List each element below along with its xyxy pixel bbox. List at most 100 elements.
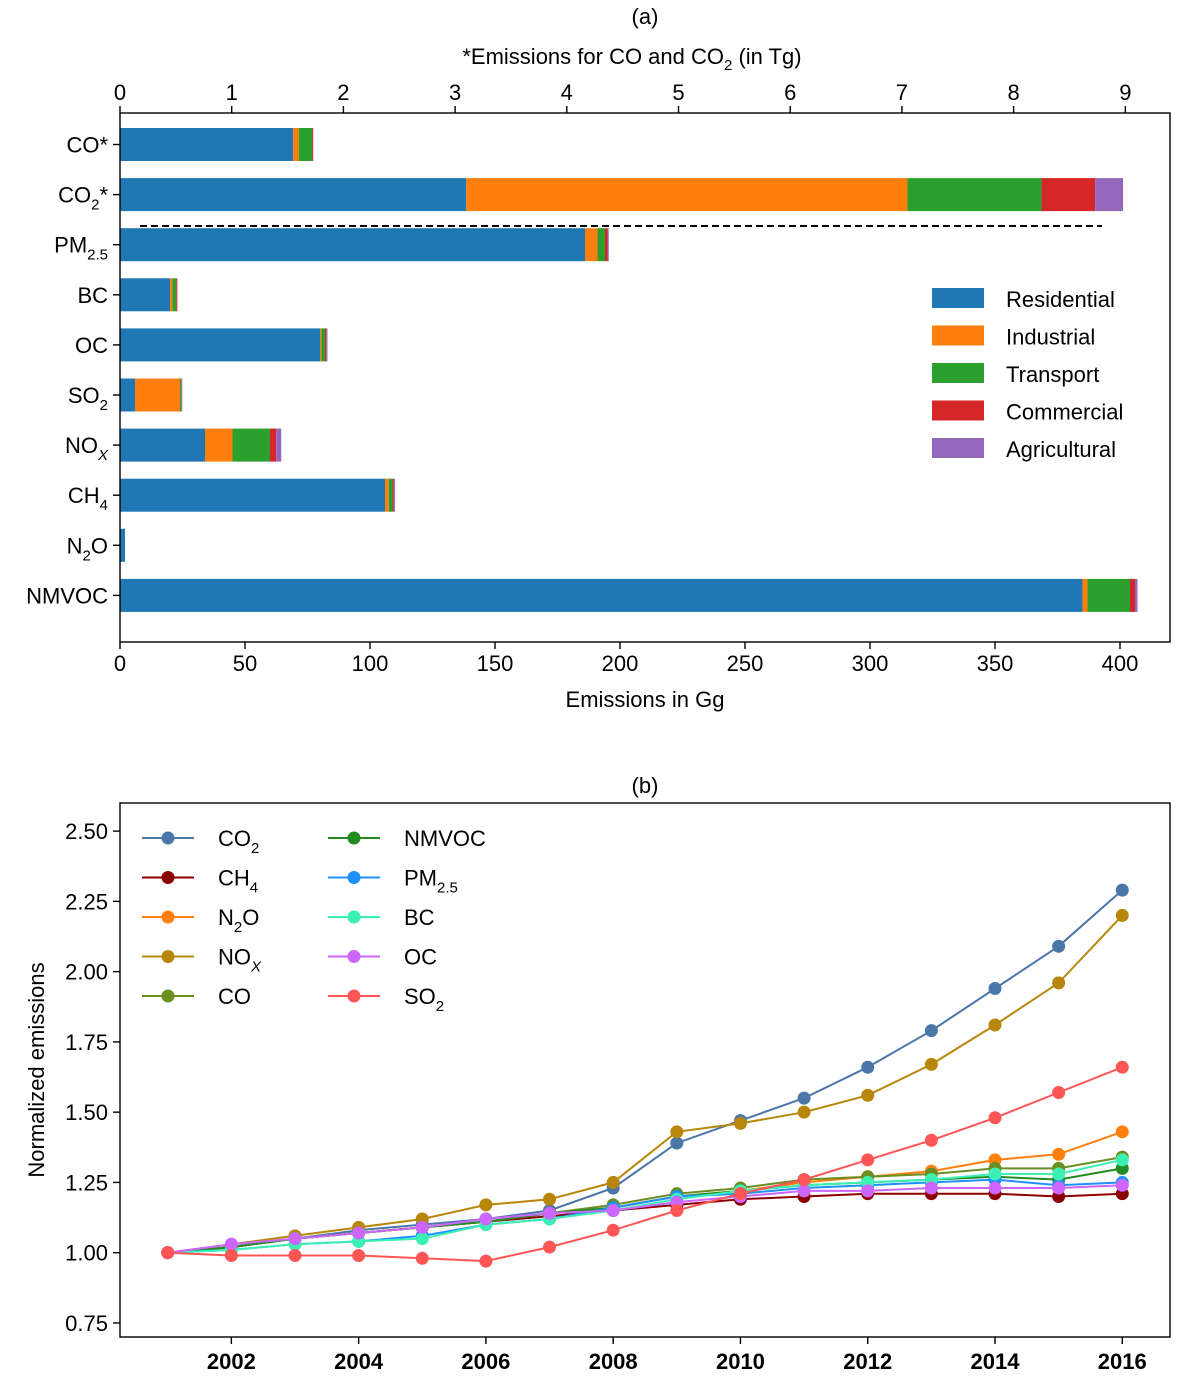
x-tick-label: 2012 — [843, 1349, 892, 1374]
top-tick-label: 4 — [561, 80, 573, 105]
bar-segment-transport — [388, 478, 393, 512]
bar-segment-agricultural — [393, 478, 395, 512]
data-point-nox — [988, 1018, 1002, 1032]
stacked-bars — [120, 128, 1138, 612]
bar-segment-industrial — [466, 178, 908, 212]
data-point-so2 — [924, 1133, 938, 1147]
bar-segment-commercial — [312, 128, 314, 161]
legend-swatch — [932, 438, 984, 458]
y-tick-label: 1.00 — [65, 1241, 108, 1266]
data-point-oc — [415, 1220, 429, 1234]
bar-segment-commercial — [176, 278, 177, 312]
bar-segment-residential — [120, 278, 170, 312]
data-point-so2 — [288, 1248, 302, 1262]
legend-swatch — [932, 363, 984, 383]
bar-segment-agricultural — [326, 328, 328, 362]
legend-label: Residential — [1006, 287, 1115, 312]
data-point-so2 — [861, 1153, 875, 1167]
data-point-bc — [1052, 1167, 1066, 1181]
panel-b-ticks: 2002 2004 2006 2008 2010 2012 2014 2016 0.75 1.00… — [65, 819, 1147, 1374]
bar-segment-transport — [597, 228, 605, 262]
bar-segment-industrial — [293, 128, 299, 161]
bar-segment-commercial — [605, 228, 608, 262]
data-point-so2 — [1115, 1060, 1129, 1074]
top-tick-label: 1 — [226, 80, 238, 105]
data-point-nox — [543, 1192, 557, 1206]
bar-segment-transport — [298, 128, 313, 161]
x-tick-label: 2010 — [716, 1349, 765, 1374]
legend-label: Transport — [1006, 362, 1099, 387]
top-tick-label: 6 — [784, 80, 796, 105]
data-point-nox — [670, 1125, 684, 1139]
y-tick-label: 2.50 — [65, 819, 108, 844]
category-label: CO* — [66, 133, 108, 158]
top-tick-label: 3 — [449, 80, 461, 105]
category-label: NMVOC — [26, 583, 108, 608]
bottom-tick-label: 250 — [727, 651, 764, 676]
legend-sectors: Residential Industrial Transport Commercial… — [932, 287, 1123, 462]
bar-segment-transport — [172, 278, 177, 312]
panel-b-normalized-emissions: (b) 2002 2004 2006 2008 2010 2012 2014 2016 0.75… — [24, 773, 1171, 1374]
legend-swatch — [932, 288, 984, 308]
bar-segment-residential — [120, 428, 205, 462]
bar-segment-transport — [232, 428, 270, 462]
bar-segment-industrial — [320, 328, 322, 362]
data-point-so2 — [606, 1223, 620, 1237]
data-point-so2 — [161, 1246, 175, 1260]
top-axis-ticks: 0 1 2 3 4 5 6 7 8 9 — [114, 80, 1131, 113]
bar-segment-transport — [907, 178, 1042, 212]
x-axis-label: Emissions in Gg — [566, 687, 725, 712]
data-point-so2 — [415, 1251, 429, 1265]
bar-segment-transport — [1087, 578, 1130, 612]
data-point-nox — [479, 1198, 493, 1212]
legend-marker — [347, 989, 361, 1003]
bar-segment-agricultural — [181, 378, 183, 412]
data-point-co2 — [988, 981, 1002, 995]
legend-swatch — [932, 325, 984, 346]
data-point-nox — [861, 1088, 875, 1102]
panel-a-frame — [119, 112, 1171, 643]
bar-segment-commercial — [392, 478, 394, 512]
legend-marker — [347, 871, 361, 884]
series-line-nox — [167, 914, 1124, 1254]
legend-pollutants: CO2 CH4 N2O NOX CO NMVOC PM2.5 BC OC SO2 — [142, 826, 486, 1015]
data-point-oc — [1052, 1181, 1066, 1195]
legend-marker — [347, 831, 361, 845]
data-point-so2 — [988, 1111, 1002, 1125]
bar-segment-agricultural — [1095, 178, 1124, 212]
data-point-co2 — [670, 1136, 684, 1150]
bar-segment-industrial — [135, 378, 180, 412]
y-tick-label: 0.75 — [65, 1311, 108, 1336]
legend-label: NMVOC — [404, 826, 486, 851]
bar-segment-industrial — [385, 478, 389, 512]
legend-swatch — [932, 400, 984, 421]
data-point-oc — [352, 1226, 366, 1240]
series-line-bc — [167, 1158, 1123, 1254]
legend-label: Commercial — [1006, 400, 1123, 425]
data-point-oc — [988, 1181, 1002, 1195]
legend-marker — [161, 910, 175, 924]
panel-a-emissions-by-sector: (a) *Emissions for CO and CO2 (in Tg) 0 1… — [26, 4, 1171, 712]
series-lines — [161, 883, 1129, 1268]
x-tick-label: 2016 — [1098, 1349, 1147, 1374]
bar-segment-residential — [120, 178, 467, 212]
category-label: CH4 — [68, 483, 108, 514]
bar-segment-industrial — [205, 428, 233, 462]
legend-label: NOX — [218, 945, 262, 976]
legend-label: Industrial — [1006, 325, 1095, 350]
data-point-oc — [861, 1184, 875, 1198]
data-point-nox — [797, 1105, 811, 1119]
top-tick-label: 8 — [1007, 80, 1019, 105]
category-label: BC — [77, 283, 108, 308]
data-point-oc — [797, 1184, 811, 1198]
panel-b-frame — [119, 802, 1171, 1338]
data-point-so2 — [797, 1173, 811, 1187]
data-point-nox — [606, 1175, 620, 1189]
bottom-tick-label: 150 — [477, 651, 514, 676]
data-point-co2 — [924, 1024, 938, 1038]
data-point-bc — [988, 1167, 1002, 1181]
bar-segment-residential — [120, 378, 135, 412]
series-line-oc — [167, 1184, 1123, 1254]
series-line-co2 — [167, 889, 1123, 1254]
x-tick-label: 2002 — [207, 1349, 256, 1374]
